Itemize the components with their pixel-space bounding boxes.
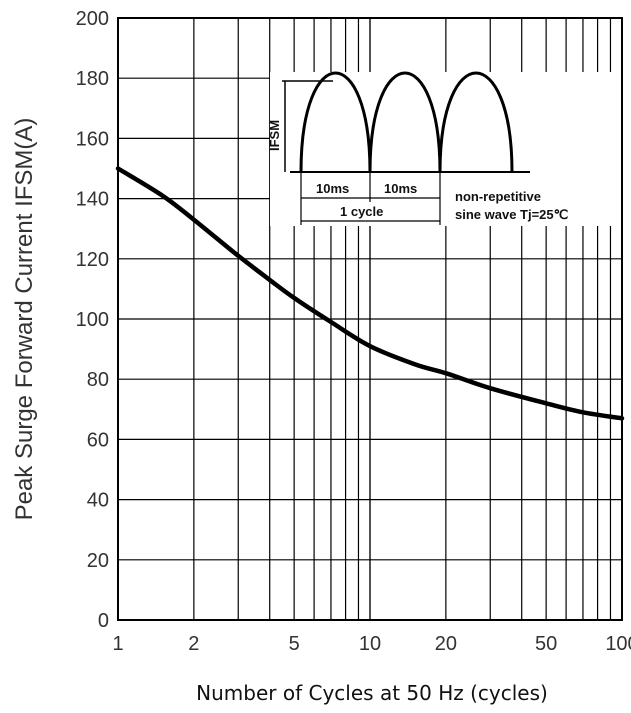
y-tick-label: 60 (87, 429, 109, 451)
y-tick-label: 0 (98, 610, 109, 632)
y-tick-label: 80 (87, 369, 109, 391)
waveform-inset: IFSM 10ms 10ms 1 cycle non-repetitive si… (267, 71, 622, 226)
inset-cycle-label: 1 cycle (340, 204, 383, 219)
y-tick-label: 120 (76, 249, 109, 271)
y-axis-label: Peak Surge Forward Current IFSM(A) (11, 118, 38, 521)
x-tick-label: 20 (435, 633, 457, 655)
y-tick-label: 160 (76, 128, 109, 150)
inset-half-sine-2 (368, 71, 442, 173)
inset-note-line-2: sine wave Tj=25℃ (455, 207, 568, 222)
y-tick-label: 100 (76, 309, 109, 331)
y-tick-label: 180 (76, 68, 109, 90)
x-axis-label: Number of Cycles at 50 Hz (cycles) (196, 681, 548, 705)
x-tick-label: 2 (188, 633, 199, 655)
inset-10ms-label-1: 10ms (316, 181, 349, 196)
tick-labels: 0 20 40 60 80 100 120 140 160 180 200 1 2 5 10 20 50 100 (76, 8, 631, 655)
inset-note-line-1: non-repetitive (455, 189, 541, 204)
x-tick-label: 1 (112, 633, 123, 655)
series-line (115, 166, 625, 421)
y-tick-label: 40 (87, 490, 109, 512)
x-tick-label: 50 (535, 633, 557, 655)
inset-half-sine-3 (438, 71, 514, 173)
plot-frame (117, 17, 623, 621)
x-tick-label: 10 (359, 633, 381, 655)
series-layer (115, 166, 625, 421)
y-tick-label: 140 (76, 189, 109, 211)
x-tick-label: 100 (605, 633, 631, 655)
y-tick-label: 20 (87, 550, 109, 572)
inset-10ms-label-2: 10ms (384, 181, 417, 196)
inset-half-sine-1 (299, 71, 372, 173)
inset-background (270, 72, 622, 226)
y-tick-label: 200 (76, 8, 109, 30)
inset-ifsm-label: IFSM (267, 120, 282, 151)
x-tick-label: 5 (289, 633, 300, 655)
